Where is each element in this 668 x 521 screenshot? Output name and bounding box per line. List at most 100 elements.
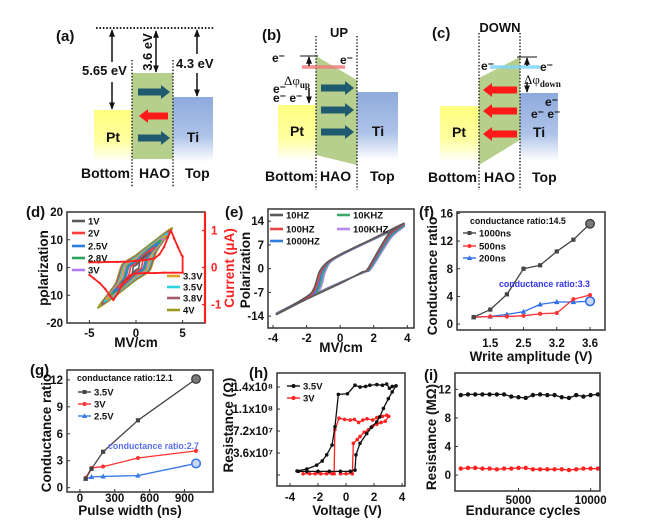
data-point <box>158 253 161 256</box>
chart-g: (g) 0 300 600 900 0 3 6 9 12 Pulse width (ns) Condu… <box>30 362 214 518</box>
data-point <box>365 417 369 421</box>
y-tick-label: 4 <box>447 291 454 303</box>
data-point <box>581 466 586 471</box>
legend-marker <box>467 231 472 235</box>
series-3-3v <box>105 234 167 301</box>
panel-label: (a) <box>56 28 74 45</box>
data-point <box>342 417 347 422</box>
legend-entry: 3.5V <box>287 381 323 392</box>
data-point <box>587 292 593 298</box>
legend-entry: 3.8V <box>167 293 203 304</box>
polarization-arrow-left-icon <box>483 104 517 118</box>
legend-label: 10KHZ <box>353 210 383 221</box>
series-line <box>96 227 174 309</box>
pt-work-function-label: 5.65 eV <box>82 63 127 78</box>
legend-title: conductance ratio:14.5 <box>470 216 566 226</box>
plot-area <box>455 373 600 491</box>
legend-label: 500ns <box>479 241 506 252</box>
data-point <box>516 465 521 471</box>
ti-label: Ti <box>187 129 199 145</box>
plot-series <box>88 227 184 309</box>
data-point <box>465 392 471 397</box>
hao-layer-label: HAO <box>139 165 170 181</box>
x-tick-label: -2 <box>313 492 323 504</box>
data-point <box>338 469 343 474</box>
data-point <box>488 314 493 319</box>
x-tick-label: 2.5 <box>516 338 533 350</box>
data-point <box>172 271 175 274</box>
x-tick-label: 0 <box>133 328 139 340</box>
legend-label: 4V <box>183 305 195 316</box>
legend-label: 2V <box>88 228 100 239</box>
series-3-5v <box>83 374 201 481</box>
panel-label: (h) <box>249 365 268 382</box>
data-point <box>554 249 559 254</box>
y-tick-label: 7 <box>258 240 264 252</box>
data-point <box>381 406 386 411</box>
data-point <box>375 382 379 387</box>
top-layer-label: Top <box>532 169 557 185</box>
legend-entry: 2.8V <box>72 253 108 264</box>
data-point <box>465 465 471 471</box>
data-point <box>480 392 485 397</box>
data-point <box>471 315 476 320</box>
hao-layer-label: HAO <box>484 169 515 185</box>
data-point <box>523 395 528 401</box>
plot-frame <box>276 372 406 487</box>
panel-label: (f) <box>419 204 434 221</box>
data-point <box>352 417 357 422</box>
data-point <box>394 384 398 388</box>
legend-entry: 200ns <box>463 253 506 264</box>
data-point <box>358 385 362 389</box>
x-tick-label: 2 <box>371 333 377 345</box>
data-point <box>537 467 543 472</box>
legend-marker <box>82 390 87 394</box>
y-tick-label: -7 <box>254 287 264 299</box>
ti-label: Ti <box>533 124 545 140</box>
electron-label: e⁻ <box>340 53 353 67</box>
data-point <box>88 273 91 277</box>
data-point <box>364 431 369 436</box>
data-point <box>130 273 133 277</box>
legend-entry: 3.5V <box>78 387 114 398</box>
data-point <box>545 467 550 472</box>
panel-label: (c) <box>432 25 450 42</box>
data-point <box>358 441 362 446</box>
series-line <box>275 222 405 316</box>
y-tick-label: 14 <box>251 216 264 228</box>
data-point <box>104 287 107 291</box>
data-point <box>595 466 600 471</box>
annotation: conductance ratio:2.7 <box>108 441 199 451</box>
legend-entry: 3V <box>287 393 315 404</box>
legend-label: 2.8V <box>88 253 108 264</box>
polarization-state-label: DOWN <box>479 20 520 35</box>
x-axis-label: Voltage (V) <box>312 503 382 518</box>
data-point <box>301 471 305 476</box>
data-point <box>509 466 514 471</box>
y-tick-label: 3.6x10⁷ <box>233 448 273 460</box>
y-tick-label: 16 <box>440 208 453 220</box>
legend-entry: 3.3V <box>167 271 203 282</box>
data-point <box>501 466 507 471</box>
data-point <box>458 392 463 398</box>
panel-label: (i) <box>424 367 438 384</box>
delta-phi-subscript: up <box>300 80 310 90</box>
data-point <box>516 395 521 400</box>
data-point <box>92 277 96 280</box>
x-tick-label: 5 <box>179 328 186 340</box>
delta-phi-symbol: Δφ <box>284 73 300 88</box>
series-series-1 <box>458 465 600 473</box>
data-point <box>523 465 528 471</box>
x-tick-label: 0 <box>343 492 349 504</box>
data-point <box>88 261 91 264</box>
data-point <box>521 313 526 318</box>
data-point <box>135 418 141 423</box>
data-point <box>480 466 485 471</box>
plot-area <box>457 212 605 330</box>
legend-label: 200ns <box>479 253 506 264</box>
data-point <box>538 311 543 316</box>
barrier-change-label: Δφup <box>284 73 310 90</box>
legend-label: 1V <box>88 216 100 227</box>
x-tick-label: 4 <box>404 333 411 345</box>
